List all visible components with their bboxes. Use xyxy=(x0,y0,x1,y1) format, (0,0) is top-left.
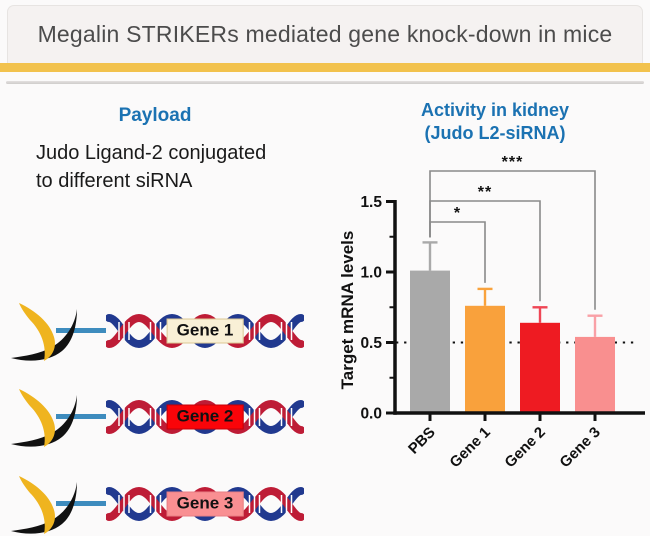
dna-helix-icon xyxy=(105,399,305,435)
payload-heading: Payload xyxy=(118,105,192,126)
ligand-row-3: Gene 3 xyxy=(0,472,330,536)
sig-stars: * xyxy=(454,205,461,222)
payload-description: Judo Ligand-2 conjugated to different si… xyxy=(36,142,267,192)
sirna-helix: Gene 3 xyxy=(105,482,305,526)
accent-bar xyxy=(0,63,650,72)
gene-label-3: Gene 3 xyxy=(166,491,244,517)
y-tick-label: 0.0 xyxy=(360,406,382,423)
activity-heading-line2: (Judo L2-siRNA) xyxy=(424,123,566,143)
dna-helix-icon xyxy=(105,313,305,349)
megalin-ligand-icon xyxy=(11,389,77,447)
content-area: Payload Judo Ligand-2 conjugated to diff… xyxy=(0,84,650,534)
ligand-row-1: Gene 1 xyxy=(0,299,330,363)
bar-Gene-1 xyxy=(465,305,505,413)
bar-Gene-3 xyxy=(575,336,615,413)
x-label-Gene-3: Gene 3 xyxy=(556,424,603,471)
y-tick-label: 0.5 xyxy=(360,335,382,352)
gene-label-1: Gene 1 xyxy=(166,318,244,344)
bar-Gene-2 xyxy=(520,322,560,413)
sig-bracket xyxy=(429,170,596,310)
activity-heading-line1: Activity in kidney xyxy=(420,100,570,120)
sig-stars: ** xyxy=(478,184,492,201)
sirna-helix: Gene 2 xyxy=(105,395,305,439)
header-divider xyxy=(6,81,644,84)
ligand-row-2: Gene 2 xyxy=(0,385,330,449)
linker-line xyxy=(56,414,106,419)
megalin-ligand-icon xyxy=(11,303,77,361)
sirna-helix: Gene 1 xyxy=(105,309,305,353)
bar-PBS xyxy=(410,270,450,413)
linker-line xyxy=(56,328,106,333)
megalin-ligand-icon xyxy=(11,476,77,534)
slide-title: Megalin STRIKERs mediated gene knock-dow… xyxy=(37,21,613,47)
gene-label-2: Gene 2 xyxy=(166,404,244,430)
y-axis-label: Target mRNA levels xyxy=(338,231,357,390)
x-label-Gene-1: Gene 1 xyxy=(446,424,493,471)
slide-title-bar: Megalin STRIKERs mediated gene knock-dow… xyxy=(7,5,643,63)
sig-stars: *** xyxy=(502,154,524,171)
x-label-PBS: PBS xyxy=(405,424,439,458)
activity-heading: Activity in kidney (Judo L2-siRNA) xyxy=(340,99,650,145)
y-tick-label: 1.5 xyxy=(360,194,382,211)
y-tick-label: 1.0 xyxy=(360,265,382,282)
x-label-Gene-2: Gene 2 xyxy=(501,424,548,471)
